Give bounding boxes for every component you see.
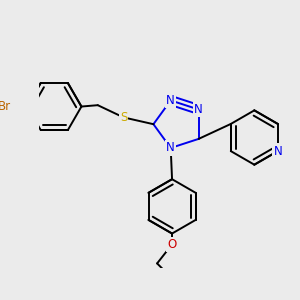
Text: N: N	[194, 103, 203, 116]
Text: Br: Br	[0, 100, 11, 113]
Text: N: N	[274, 145, 282, 158]
Text: N: N	[166, 94, 175, 107]
Text: O: O	[167, 238, 177, 251]
Text: N: N	[166, 142, 175, 154]
Text: S: S	[120, 111, 127, 124]
